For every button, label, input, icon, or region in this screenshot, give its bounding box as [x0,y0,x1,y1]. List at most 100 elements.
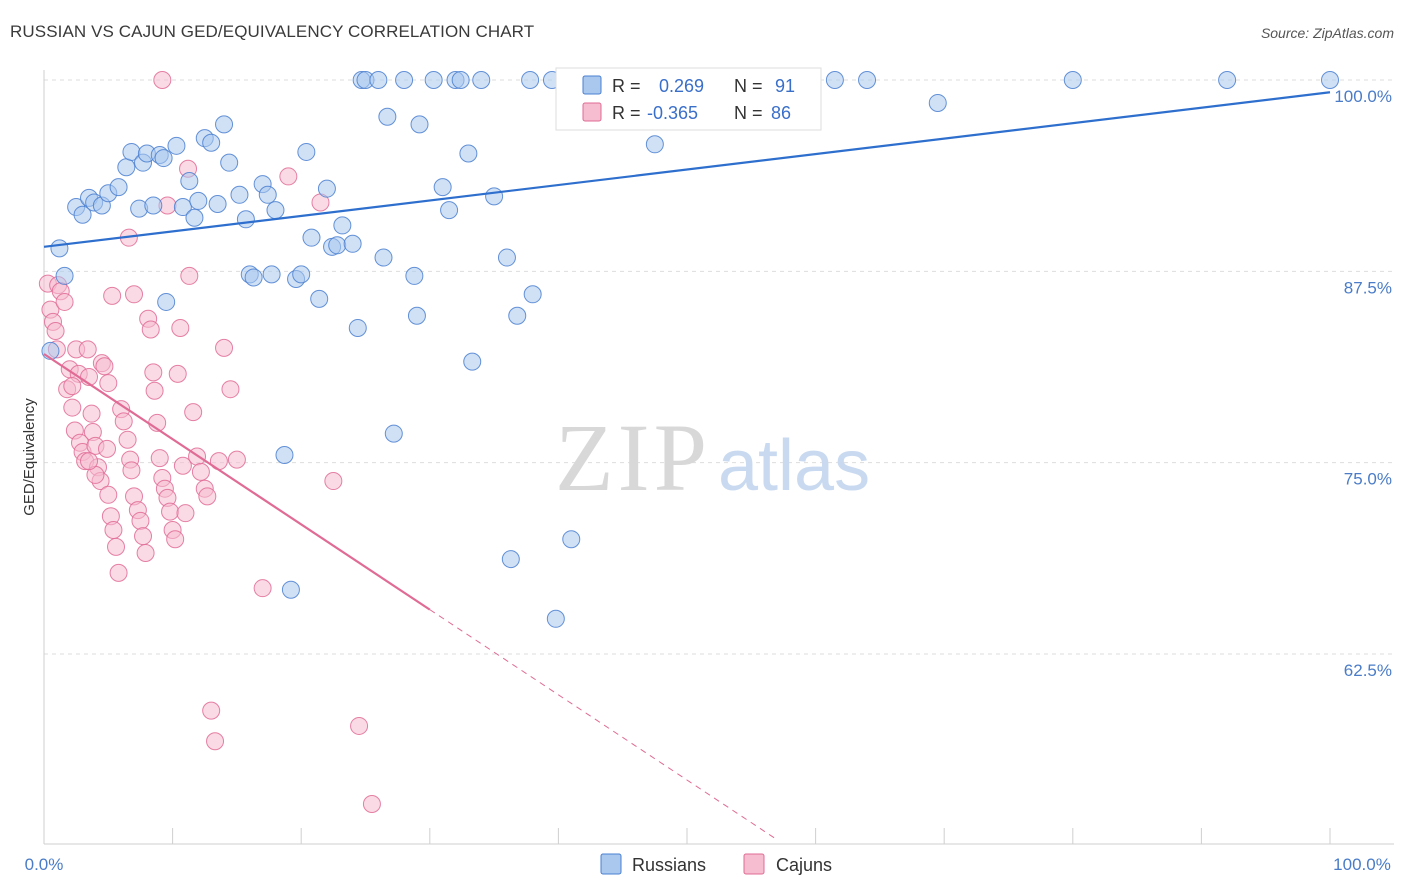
cajuns-point [180,266,199,285]
bottom-legend-russians: Russians [632,855,706,875]
watermark-zip: ZIP [555,404,711,511]
y-tick-label: 87.5% [1344,278,1392,297]
russians-point [451,71,470,89]
russians-trend-line [43,91,1331,248]
cajuns-point [109,563,128,582]
russians-point [230,185,249,204]
bottom-legend-swatch-russians [600,853,622,875]
cajuns-point [176,504,195,523]
cajuns-point [55,292,74,311]
legend-r-label-russians: R = [612,76,641,96]
cajuns-point [350,716,369,735]
russians-point [472,71,491,89]
russians-point [208,194,227,213]
russians-point [173,198,192,217]
cajuns-point [153,71,172,89]
russians-point [215,115,234,134]
cajuns-point [221,380,240,399]
russians-point [497,248,516,267]
cajuns-point [63,398,82,417]
cajuns-point [168,364,187,383]
russians-point [281,580,300,599]
x-tick-label-max: 100.0% [1333,855,1391,874]
cajuns-point [145,381,164,400]
cajuns-point [104,521,123,540]
bottom-legend-swatch-cajuns [743,853,765,875]
legend-n-value-russians: 91 [775,76,795,96]
russians-point [50,239,69,258]
russians-point [501,550,520,569]
russians-point [73,205,92,224]
cajuns-point [122,461,141,480]
source-credit: Source: ZipAtlas.com [1260,25,1394,41]
watermark-atlas: atlas [718,426,870,506]
russians-point [374,248,393,267]
watermark: ZIP atlas [555,404,870,511]
russians-point [485,187,504,206]
legend-r-value-cajuns: -0.365 [647,103,698,123]
russians-point [236,210,255,229]
cajuns-point [215,338,234,357]
russians-point [369,71,388,89]
legend-r-label-cajuns: R = [612,103,641,123]
cajuns-point [125,285,144,304]
russians-point [317,179,336,198]
chart-title: RUSSIAN VS CAJUN GED/EQUIVALENCY CORRELA… [10,22,535,41]
cajuns-point [206,732,225,751]
cajuns-point [103,286,122,305]
cajuns-point [80,452,99,471]
y-axis-title: GED/Equivalency [21,398,38,516]
russians-point [523,285,542,304]
cajuns-point [99,485,118,504]
legend-r-value-russians: 0.269 [659,76,704,96]
russians-point [302,228,321,247]
cajuns-point [161,502,180,521]
russians-point [310,289,329,308]
russians-points [41,71,1339,628]
russians-point [343,234,362,253]
russians-point [378,107,397,126]
russians-point [41,341,60,360]
legend-n-label-russians: N = [734,76,763,96]
y-tick-label: 62.5% [1344,661,1392,680]
russians-point [258,185,277,204]
russians-point [1218,71,1237,89]
cajuns-point [362,795,381,814]
trend-lines [43,91,1331,839]
y-tick-labels: 62.5% 75.0% 87.5% 100.0% [1334,87,1392,680]
russians-point [825,71,844,89]
russians-point [645,135,664,154]
cajuns-point [118,430,137,449]
legend-swatch-cajuns [582,102,602,122]
cajuns-trend-line [43,353,431,611]
cajuns-point [227,450,246,469]
russians-point [395,71,414,89]
cajuns-point [46,322,65,341]
russians-point [266,201,285,220]
cajuns-point [134,527,153,546]
cajuns-point [107,537,126,556]
legend-swatch-russians [582,75,602,95]
russians-point [154,149,173,168]
cajuns-point [150,449,169,468]
x-axis-ticks [43,828,1331,844]
russians-point [424,71,443,89]
cajuns-point [141,320,160,339]
cajuns-point [202,701,221,720]
y-tick-label: 100.0% [1334,87,1392,106]
stats-legend: R = 0.269 N = 91 R = -0.365 N = 86 [555,67,822,131]
cajuns-point [131,511,150,530]
cajuns-point [99,374,118,393]
cajuns-trend-extension [429,609,775,839]
russians-point [562,530,581,549]
russians-point [262,265,281,284]
russians-point [189,191,208,210]
x-tick-label-min: 0.0% [25,855,64,874]
cajuns-point [253,579,272,598]
russians-point [180,172,199,191]
russians-point [407,306,426,325]
russians-point [292,265,311,284]
cajuns-point [78,340,97,359]
series-legend: Russians Cajuns [600,853,832,875]
